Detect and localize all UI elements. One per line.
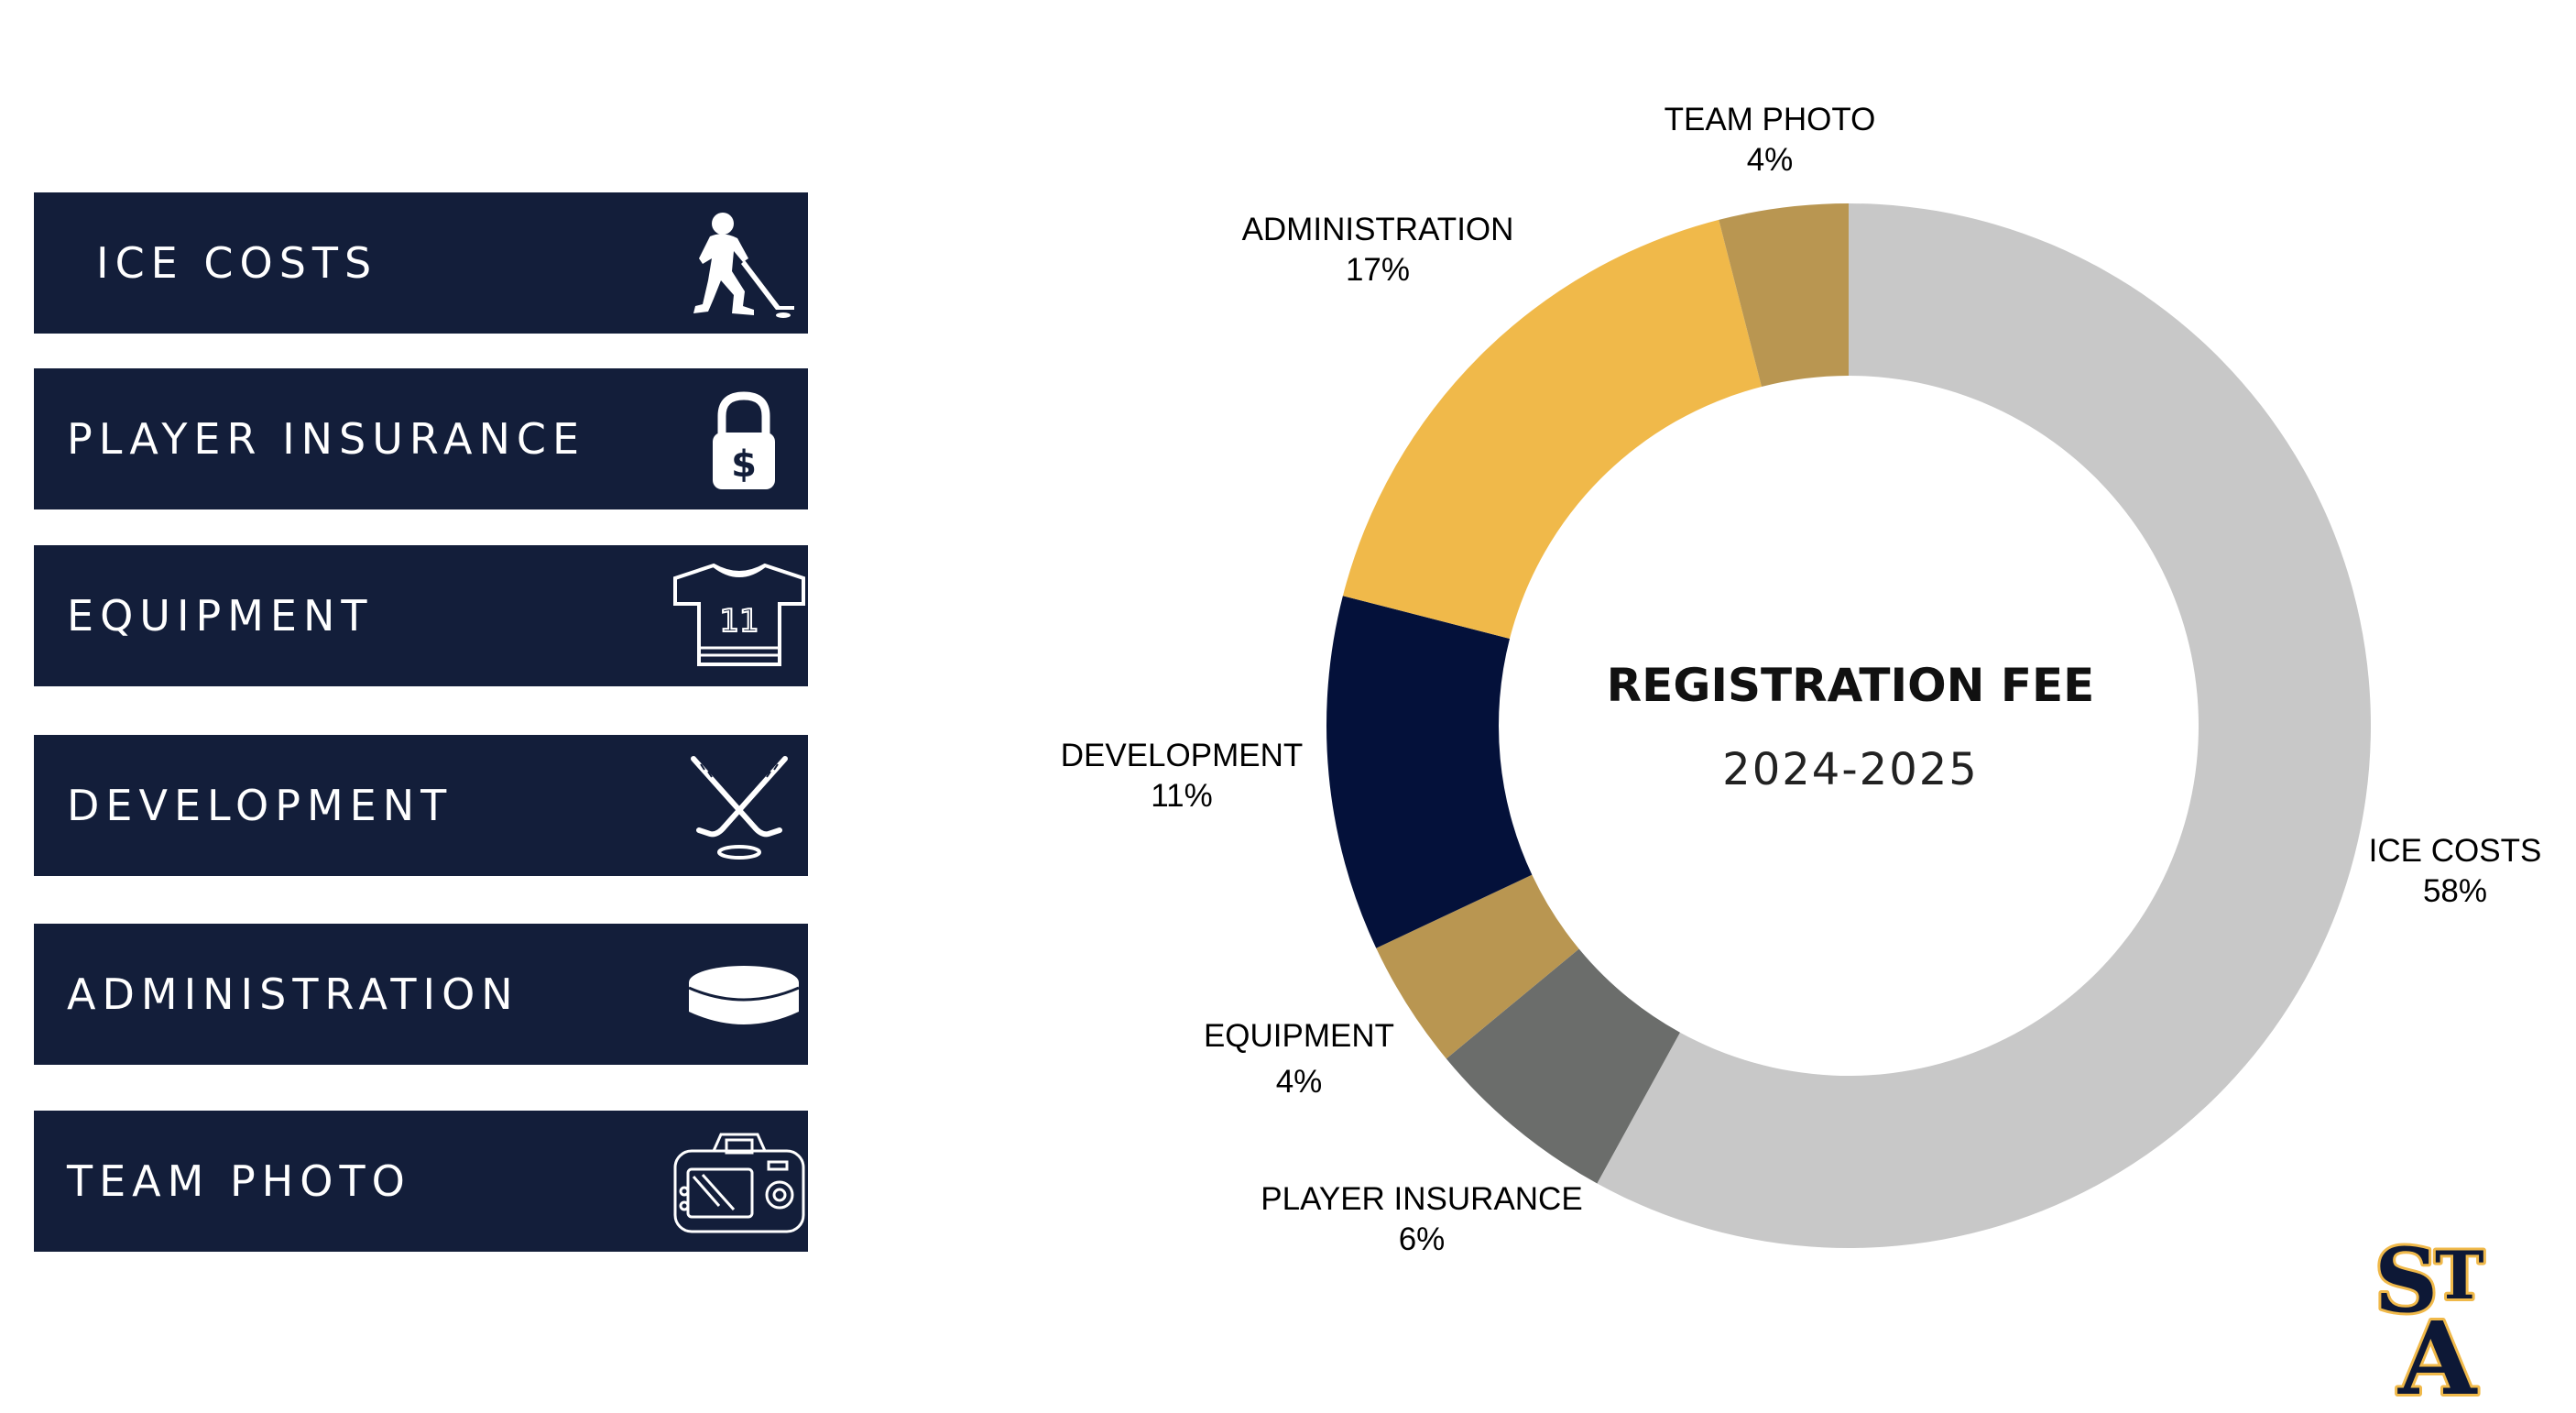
legend-item-team-photo: TEAM PHOTO xyxy=(34,1111,808,1252)
slice-label-name: ICE COSTS xyxy=(2369,833,2542,869)
legend-label: ADMINISTRATION xyxy=(67,969,519,1019)
svg-text:$: $ xyxy=(731,444,757,486)
legend-label: DEVELOPMENT xyxy=(67,781,453,830)
slice-development xyxy=(1326,596,1533,948)
legend-label: EQUIPMENT xyxy=(67,591,374,641)
slice-equipment xyxy=(1376,874,1579,1059)
donut-slices xyxy=(1326,203,2372,1248)
hockey-player-icon xyxy=(666,203,813,323)
slice-label-name: ADMINISTRATION xyxy=(1242,212,1514,247)
camera-icon xyxy=(666,1122,813,1241)
crossed-sticks-icon xyxy=(666,746,813,865)
padlock-dollar-icon: $ xyxy=(671,379,817,498)
svg-text:11: 11 xyxy=(719,603,759,640)
chart-title: REGISTRATION FEE xyxy=(1607,659,2095,712)
slice-label-value: 4% xyxy=(1747,142,1794,178)
legend-label: ICE COSTS xyxy=(96,238,378,288)
slice-ice-costs xyxy=(1597,203,2372,1248)
legend-item-administration: ADMINISTRATION xyxy=(34,924,808,1065)
legend-label: PLAYER INSURANCE xyxy=(67,414,586,464)
chart-subtitle: 2024-2025 xyxy=(1722,744,1979,795)
svg-text:A: A xyxy=(2397,1299,2478,1397)
legend-item-ice-costs: ICE COSTS xyxy=(34,192,808,334)
sta-logo: S T A xyxy=(2372,1232,2487,1397)
slice-player-insurance xyxy=(1446,948,1680,1184)
slice-administration xyxy=(1342,219,1763,640)
jersey-icon: 11 xyxy=(666,556,813,675)
slice-labels: ICE COSTS 58% PLAYER INSURANCE 6% EQUIPMENT 4… xyxy=(1061,102,2542,1257)
puck-icon xyxy=(671,935,817,1054)
slice-team-photo xyxy=(1719,203,1849,388)
slice-label-name: TEAM PHOTO xyxy=(1665,102,1876,137)
slice-label-name: EQUIPMENT xyxy=(1204,1018,1394,1054)
legend-item-equipment: EQUIPMENT 11 xyxy=(34,545,808,686)
slice-label-value: 11% xyxy=(1151,778,1212,814)
legend-item-player-insurance: PLAYER INSURANCE $ xyxy=(34,368,808,509)
slice-label-value: 17% xyxy=(1346,252,1410,288)
legend-label: TEAM PHOTO xyxy=(67,1156,411,1206)
slice-label-name: PLAYER INSURANCE xyxy=(1261,1181,1582,1217)
svg-text:T: T xyxy=(2435,1236,2484,1314)
svg-text:S: S xyxy=(2374,1232,2438,1332)
slice-label-value: 4% xyxy=(1276,1064,1323,1100)
slice-label-value: 58% xyxy=(2423,873,2487,909)
legend-item-development: DEVELOPMENT xyxy=(34,735,808,876)
slice-label-name: DEVELOPMENT xyxy=(1061,738,1304,773)
slice-label-value: 6% xyxy=(1399,1221,1446,1257)
